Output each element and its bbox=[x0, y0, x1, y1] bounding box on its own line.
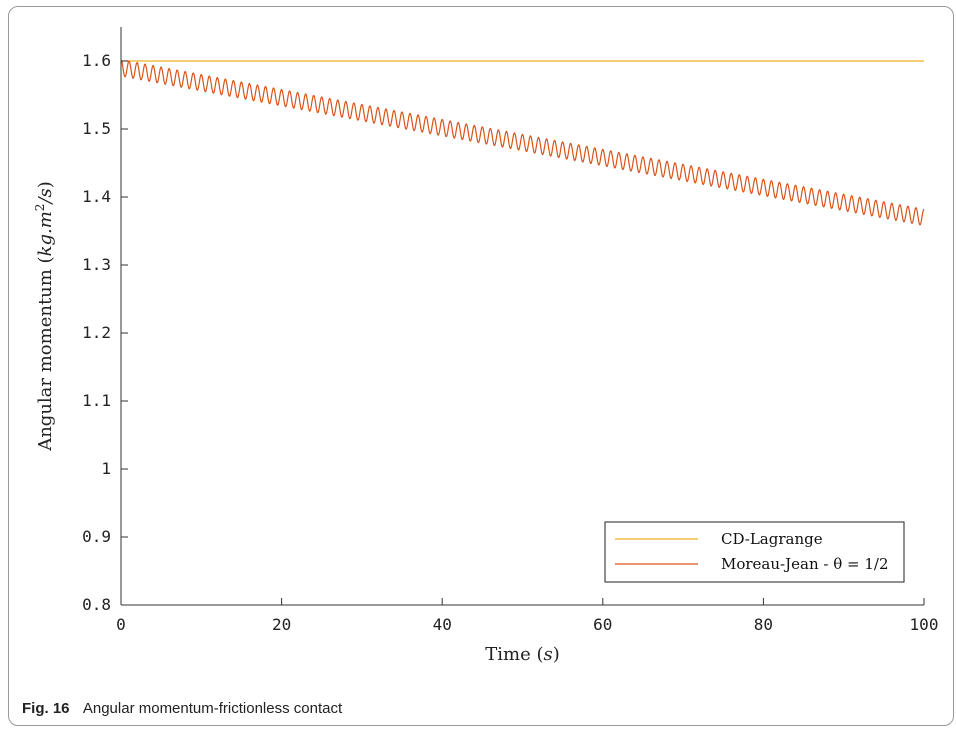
legend-label: Moreau-Jean - θ = 1/2 bbox=[721, 555, 888, 573]
figure-frame bbox=[8, 6, 954, 726]
figure-number: Fig. 16 bbox=[22, 700, 70, 717]
y-tick-label: 1.2 bbox=[82, 323, 111, 342]
figure-caption: Fig. 16 Angular momentum-frictionless co… bbox=[22, 700, 342, 717]
series-layer bbox=[120, 59, 925, 226]
y-tick-label: 1 bbox=[101, 459, 111, 478]
y-tick-label: 1.6 bbox=[82, 51, 111, 70]
x-tick-label: 20 bbox=[272, 615, 291, 634]
y-tick-label: 1.1 bbox=[82, 391, 111, 410]
caption-text: Angular momentum-frictionless contact bbox=[82, 700, 343, 717]
y-tick-label: 1.5 bbox=[82, 119, 111, 138]
y-tick-label: 1.4 bbox=[82, 187, 111, 206]
y-axis-label: Angular momentum (kg.m2/s) bbox=[33, 181, 56, 452]
tick-layer: 0 20 40 60 80 100 0.8 0.9 1 1.1 1.2 1.3 1.4 1.5 1.6 bbox=[82, 51, 938, 634]
legend-box bbox=[604, 521, 905, 583]
y-tick-label: 1.3 bbox=[82, 255, 111, 274]
legend-label: CD-Lagrange bbox=[721, 530, 823, 548]
angular-momentum-chart: 0 20 40 60 80 100 0.8 0.9 1 1.1 1.2 1.3 1.4 1.5 1.6 Ti… bbox=[33, 27, 938, 665]
x-tick-label: 100 bbox=[910, 615, 939, 634]
series-moreau-jean-line bbox=[120, 59, 925, 226]
y-tick-label: 0.8 bbox=[82, 595, 111, 614]
x-axis-label: Time (s) bbox=[485, 644, 560, 665]
y-tick-label: 0.9 bbox=[82, 527, 111, 546]
legend: CD-Lagrange Moreau-Jean - θ = 1/2 bbox=[604, 521, 905, 583]
x-tick-label: 80 bbox=[754, 615, 773, 634]
plot-axes bbox=[120, 27, 924, 606]
x-tick-label: 60 bbox=[593, 615, 612, 634]
x-tick-label: 40 bbox=[433, 615, 452, 634]
x-tick-label: 0 bbox=[116, 615, 126, 634]
